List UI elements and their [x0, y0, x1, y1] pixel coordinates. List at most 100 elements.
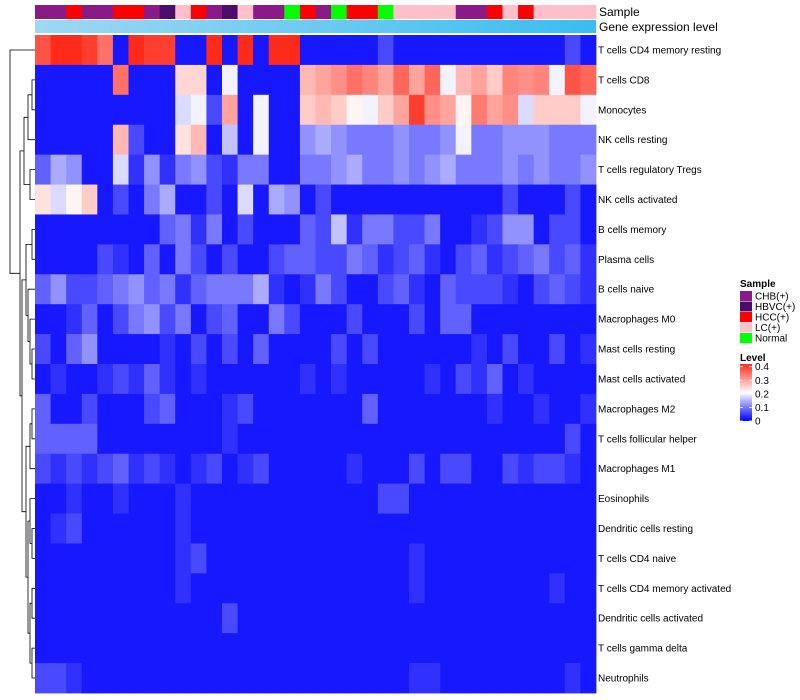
heatmap-cell: [128, 64, 145, 96]
sample-annotation-cell: [284, 5, 301, 19]
heatmap-cell: [502, 633, 519, 664]
heatmap-cell: [66, 633, 83, 664]
heatmap-cell: [346, 393, 363, 425]
heatmap-cell: [533, 304, 550, 335]
heatmap-cell: [175, 304, 192, 335]
heatmap-cell: [564, 304, 581, 335]
heatmap-cell: [393, 154, 410, 185]
heatmap-cell: [128, 274, 145, 305]
sample-annotation-cell: [66, 5, 83, 19]
heatmap-cell: [50, 304, 67, 335]
level-tick-label: 0.4: [755, 362, 769, 373]
heatmap-cell: [144, 423, 161, 455]
heatmap-cell: [486, 304, 503, 335]
heatmap-cell: [144, 35, 161, 66]
heatmap-cell: [159, 244, 176, 275]
heatmap-cell: [440, 423, 457, 455]
row-label: T cells CD8: [598, 75, 650, 86]
sample-legend-swatch: [740, 322, 752, 333]
heatmap-cell: [549, 453, 566, 485]
heatmap-cell: [222, 184, 238, 215]
heatmap-cell: [518, 244, 535, 275]
heatmap-cell: [190, 94, 207, 126]
heatmap-cell: [112, 124, 129, 156]
heatmap-cell: [175, 94, 192, 126]
heatmap-cell: [159, 423, 176, 455]
heatmap-cell: [440, 364, 457, 395]
heatmap-cell: [299, 64, 316, 96]
heatmap-cell: [237, 453, 254, 485]
heatmap-cell: [81, 244, 98, 275]
heatmap-cell: [284, 304, 301, 335]
heatmap-cell: [206, 423, 223, 455]
heatmap-cell: [409, 364, 425, 395]
heatmap-cell: [128, 543, 145, 574]
heatmap-cell: [128, 94, 145, 126]
heatmap-cell: [222, 483, 238, 514]
heatmap-cell: [237, 184, 254, 215]
heatmap-cell: [97, 453, 114, 485]
heatmap-cell: [346, 364, 363, 395]
sample-annotation-cell: [518, 5, 535, 19]
heatmap-cell: [533, 244, 550, 275]
heatmap-cell: [315, 423, 332, 455]
heatmap-cell: [50, 423, 67, 455]
heatmap-cell: [66, 244, 83, 275]
heatmap-cell: [533, 393, 550, 425]
heatmap-cell: [268, 35, 285, 66]
level-tick-label: 0.3: [755, 376, 769, 387]
heatmap-cell: [393, 663, 410, 694]
heatmap-cell: [486, 364, 503, 395]
sample-annotation-cell: [315, 5, 332, 19]
heatmap-cell: [97, 64, 114, 96]
heatmap-cell: [564, 94, 581, 126]
heatmap-cell: [237, 663, 254, 694]
heatmap-cell: [237, 513, 254, 544]
heatmap-cell: [346, 94, 363, 126]
heatmap-cell: [362, 483, 379, 514]
heatmap-cell: [112, 543, 129, 574]
row-label: T cells gamma delta: [598, 644, 688, 655]
heatmap-cell: [50, 274, 67, 305]
heatmap-cell: [268, 94, 285, 126]
heatmap-cell: [486, 184, 503, 215]
heatmap-cell: [440, 513, 457, 544]
heatmap-cell: [362, 364, 379, 395]
row-label: T cells CD4 memory activated: [598, 584, 731, 595]
heatmap-cell: [424, 124, 441, 156]
heatmap-cell: [533, 364, 550, 395]
heatmap-cell: [237, 64, 254, 96]
heatmap-cell: [362, 214, 379, 245]
heatmap-cell: [35, 364, 51, 395]
heatmap-cell: [549, 663, 566, 694]
heatmap-cell: [66, 543, 83, 574]
heatmap-cell: [580, 334, 597, 365]
heatmap-cell: [549, 94, 566, 126]
heatmap-cell: [393, 334, 410, 365]
heatmap-cell: [81, 334, 98, 365]
heatmap-cell: [346, 603, 363, 634]
row-label: Dendritic cells activated: [598, 614, 703, 625]
heatmap-cell: [362, 393, 379, 425]
sample-annotation-cell: [533, 5, 550, 19]
heatmap-cell: [50, 453, 67, 485]
heatmap-cell: [362, 35, 379, 66]
heatmap-cell: [549, 274, 566, 305]
heatmap-cell: [237, 274, 254, 305]
heatmap-cell: [440, 543, 457, 574]
heatmap-cell: [393, 423, 410, 455]
heatmap-cell: [253, 64, 270, 96]
heatmap-cell: [409, 64, 425, 96]
heatmap-cell: [440, 94, 457, 126]
heatmap-cell: [253, 513, 270, 544]
heatmap-cell: [549, 573, 566, 604]
heatmap-cell: [377, 513, 394, 544]
heatmap-cell: [471, 603, 488, 634]
heatmap-cell: [175, 124, 192, 156]
heatmap-cell: [175, 603, 192, 634]
heatmap-cell: [518, 573, 535, 604]
heatmap-cell: [190, 603, 207, 634]
sample-annotation-label: Sample: [599, 5, 640, 19]
heatmap-cell: [377, 184, 394, 215]
heatmap-cell: [253, 633, 270, 664]
